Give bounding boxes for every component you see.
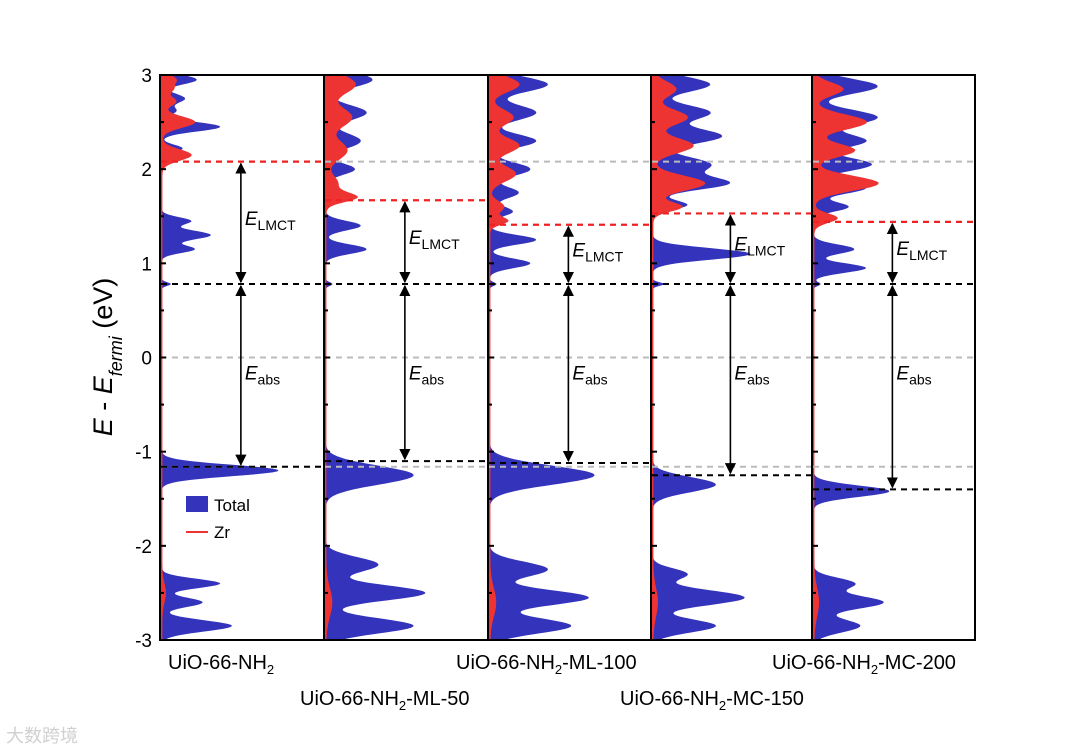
zr-dos-area [489, 75, 520, 640]
legend-total-swatch [186, 496, 208, 512]
e-abs-label: Eabs [409, 364, 444, 388]
e-abs-label-sub: abs [585, 372, 608, 388]
e-lmct-label: ELMCT [896, 239, 947, 263]
legend: Total Zr [186, 496, 250, 542]
e-abs-label-sub: abs [747, 372, 770, 388]
e-abs-label: Eabs [896, 364, 931, 388]
e-lmct-label-e: E [734, 235, 747, 256]
e-lmct-label-sub: LMCT [422, 236, 461, 252]
y-axis-label-ef: E [88, 375, 118, 394]
y-axis-label-sub: fermi [106, 335, 126, 376]
y-axis-ticks: 3 2 1 0 -1 -2 -3 [135, 66, 818, 652]
watermark: 大数跨境 [6, 726, 78, 747]
panel-5 [813, 75, 890, 640]
e-lmct-label-e: E [896, 239, 909, 260]
panel-label-mc-150: UiO-66-NH2-MC-150 [620, 688, 804, 713]
panel-label-ml-100: UiO-66-NH2-ML-100 [456, 652, 637, 677]
zr-dos-area [813, 75, 879, 640]
legend-total-label: Total [214, 496, 250, 515]
y-tick-label: 0 [141, 349, 152, 370]
total-dos-area [161, 75, 279, 640]
panel-4 [652, 75, 751, 640]
panel-2 [325, 75, 426, 640]
zr-dos-area [652, 75, 706, 640]
zr-dos-area [325, 75, 358, 640]
panel-label-uio-66-nh2: UiO-66-NH2 [168, 652, 275, 677]
gap-arrows: ELMCTEabsELMCTEabsELMCTEabsELMCTEabsELMC… [235, 162, 948, 489]
e-abs-label: Eabs [572, 364, 607, 388]
y-axis-label: E - Efermi (eV) [88, 278, 126, 437]
e-lmct-label: ELMCT [409, 228, 460, 252]
panel-label-mc-200: UiO-66-NH2-MC-200 [772, 652, 956, 677]
y-tick-label: -1 [135, 443, 152, 464]
total-dos-area [489, 75, 595, 640]
e-abs-label: Eabs [734, 364, 769, 388]
e-lmct-label: ELMCT [245, 209, 296, 233]
y-axis-label-unit: (eV) [88, 278, 118, 337]
e-abs-label-e: E [245, 364, 258, 385]
panel-1 [161, 75, 279, 640]
e-abs-label-sub: abs [258, 372, 281, 388]
e-lmct-label-sub: LMCT [909, 247, 948, 263]
e-lmct-label-e: E [245, 209, 258, 230]
e-lmct-label-e: E [572, 240, 585, 261]
e-abs-label-e: E [572, 364, 585, 385]
e-abs-label-sub: abs [909, 372, 932, 388]
e-abs-label: Eabs [245, 364, 280, 388]
total-dos-area [813, 75, 890, 640]
e-lmct-label-sub: LMCT [585, 248, 624, 264]
e-lmct-label-sub: LMCT [258, 217, 297, 233]
e-lmct-label: ELMCT [734, 235, 785, 259]
e-abs-label-e: E [409, 364, 422, 385]
legend-zr-label: Zr [214, 523, 230, 542]
e-abs-label-e: E [896, 364, 909, 385]
y-tick-label: 3 [141, 66, 152, 87]
e-lmct-label: ELMCT [572, 240, 623, 264]
panel-3 [489, 75, 595, 640]
y-axis-label-e: E [88, 417, 118, 436]
e-lmct-label-sub: LMCT [747, 243, 786, 259]
dos-panels [161, 75, 890, 640]
panel-label-ml-50: UiO-66-NH2-ML-50 [300, 688, 470, 713]
e-abs-label-e: E [734, 364, 747, 385]
y-tick-label: 1 [141, 254, 152, 275]
y-tick-label: 2 [141, 160, 152, 181]
y-tick-label: -3 [135, 631, 152, 652]
e-lmct-label-e: E [409, 228, 422, 249]
e-abs-label-sub: abs [422, 372, 445, 388]
zr-dos-area [161, 75, 196, 640]
y-axis-label-sep: - [88, 394, 118, 418]
y-tick-label: -2 [135, 537, 152, 558]
